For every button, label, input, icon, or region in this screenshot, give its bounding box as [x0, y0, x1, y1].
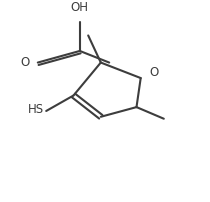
Text: HS: HS — [28, 103, 44, 116]
Text: O: O — [20, 56, 29, 69]
Text: O: O — [149, 66, 158, 79]
Text: OH: OH — [71, 1, 89, 14]
